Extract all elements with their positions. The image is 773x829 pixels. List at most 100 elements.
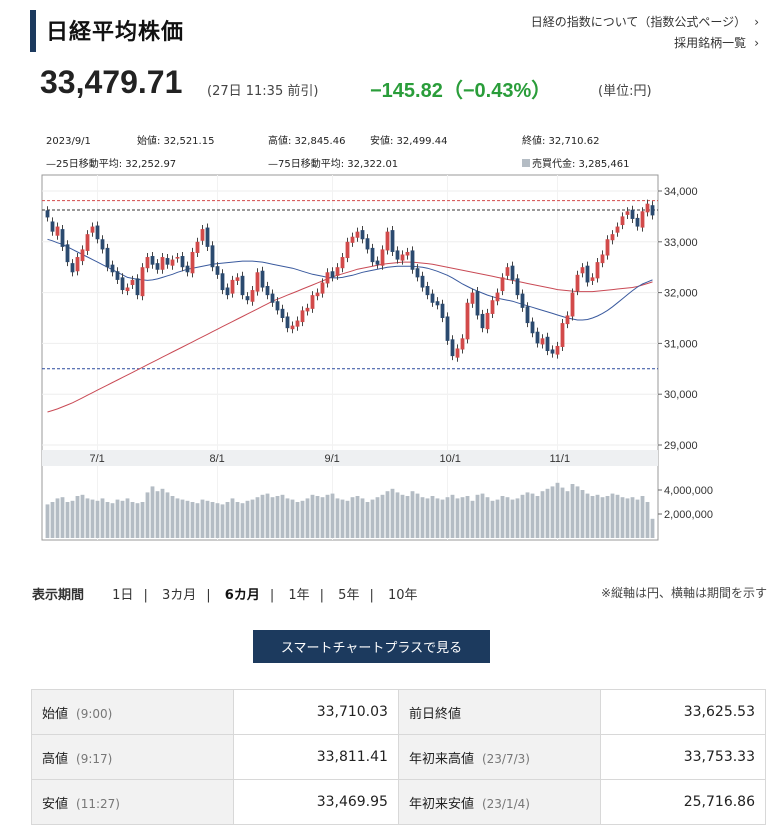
price-timestamp: (27日 11:35 前引) [207, 84, 319, 99]
volume-bar [605, 496, 610, 538]
volume-bar [60, 497, 65, 538]
constituents-link[interactable]: 採用銘柄一覧 › [531, 33, 759, 54]
axis-note: ※縦軸は円、横軸は期間を示す [600, 586, 767, 600]
volume-bar [270, 497, 275, 538]
volume-bar [535, 496, 540, 538]
volume-bar [520, 494, 525, 538]
x-tick-label: 7/1 [90, 453, 105, 465]
candle-body [550, 349, 555, 354]
candle-body [570, 292, 575, 317]
candle-body [650, 205, 655, 216]
volume-bar [355, 496, 360, 538]
volume-bar [565, 491, 570, 538]
volume-bar [550, 486, 555, 538]
title-accent-bar [30, 10, 36, 52]
volume-bar [415, 493, 420, 538]
period-1d[interactable]: 1日 [112, 588, 134, 603]
volume-bar [155, 491, 160, 538]
volume-bar [545, 488, 550, 538]
candle-body [305, 307, 310, 312]
volume-bar [230, 498, 235, 538]
stats-value: 33,753.33 [600, 734, 766, 780]
volume-bar [580, 490, 585, 538]
candle-body [315, 292, 320, 297]
volume-bar [635, 499, 640, 538]
candle-body [555, 345, 560, 355]
candle-body [280, 308, 285, 318]
volume-bar [405, 496, 410, 538]
candle-body [365, 238, 370, 250]
volume-bar [210, 502, 215, 538]
period-6m[interactable]: 6カ月 [224, 588, 260, 603]
candle-body [535, 331, 540, 344]
volume-bar [555, 482, 560, 538]
candle-body [520, 293, 525, 308]
volume-bar [105, 502, 110, 538]
volume-bar [90, 499, 95, 538]
volume-bar [375, 497, 380, 538]
volume-bar [185, 500, 190, 538]
period-label: 表示期間 [32, 588, 85, 603]
price-change: −145.82（−0.43%） [370, 80, 552, 102]
y-tick-label: 33,000 [664, 237, 698, 249]
volume-bar [530, 493, 535, 538]
volume-bar [625, 498, 630, 538]
volume-bar [645, 502, 650, 538]
candle-body [620, 216, 625, 226]
candle-body [55, 226, 60, 236]
candle-body [430, 293, 435, 303]
candle-body [205, 227, 210, 247]
period-3m[interactable]: 3カ月 [161, 588, 197, 603]
date-band [42, 450, 658, 466]
candlestick-chart: 2023/9/1 始値: 32,521.15 高値: 32,845.46 安値:… [41, 134, 713, 541]
volume-bar [45, 504, 50, 538]
volume-bar [395, 492, 400, 538]
volume-bar [290, 499, 295, 538]
volume-bar [300, 500, 305, 538]
y-tick-label: 34,000 [664, 186, 698, 198]
candle-body [200, 229, 205, 241]
period-10y[interactable]: 10年 [387, 588, 418, 603]
chevron-right-icon: › [754, 36, 759, 50]
volume-bar [400, 494, 405, 538]
candle-body [80, 249, 85, 262]
candle-body [465, 302, 470, 340]
volume-bar [450, 494, 455, 538]
volume-bar [285, 498, 290, 538]
volume-bar [430, 496, 435, 538]
stats-value: 33,710.03 [233, 689, 399, 735]
candle-body [440, 303, 445, 318]
candle-body [165, 258, 170, 265]
volume-bar [390, 488, 395, 538]
info-ma75: —75日移動平均: 32,322.01 [268, 157, 398, 170]
candle-body [405, 251, 410, 256]
smart-chart-button[interactable]: スマートチャートプラスで見る [253, 630, 490, 663]
period-1y[interactable]: 1年 [288, 588, 310, 603]
x-tick-label: 11/1 [550, 453, 571, 465]
info-ma25: —25日移動平均: 32,252.97 [46, 157, 176, 170]
candle-body [470, 292, 475, 304]
stats-row: 高値 (9:17) 33,811.41 年初来高値 (23/7/3) 33,753.33 [30, 734, 766, 780]
candle-body [110, 264, 115, 273]
volume-bar [360, 498, 365, 538]
volume-bar [610, 493, 615, 538]
candle-body [260, 270, 265, 288]
volume-bar [165, 492, 170, 538]
candle-body [140, 267, 145, 297]
x-tick-label: 9/1 [325, 453, 340, 465]
candle-body [195, 241, 200, 253]
candle-body [265, 285, 270, 296]
candle-body [220, 273, 225, 291]
x-tick-label: 10/1 [440, 453, 461, 465]
candle-body [70, 263, 75, 273]
candle-body [310, 295, 315, 309]
volume-bar [330, 493, 335, 538]
index-info-link[interactable]: 日経の指数について（指数公式ページ） › [531, 12, 759, 33]
turnover-swatch [522, 159, 530, 167]
candle-body [560, 323, 565, 347]
period-5y[interactable]: 5年 [338, 588, 360, 603]
candle-body [545, 336, 550, 352]
volume-bar [595, 494, 600, 538]
stats-value: 33,811.41 [233, 734, 399, 780]
candle-body [625, 211, 630, 215]
